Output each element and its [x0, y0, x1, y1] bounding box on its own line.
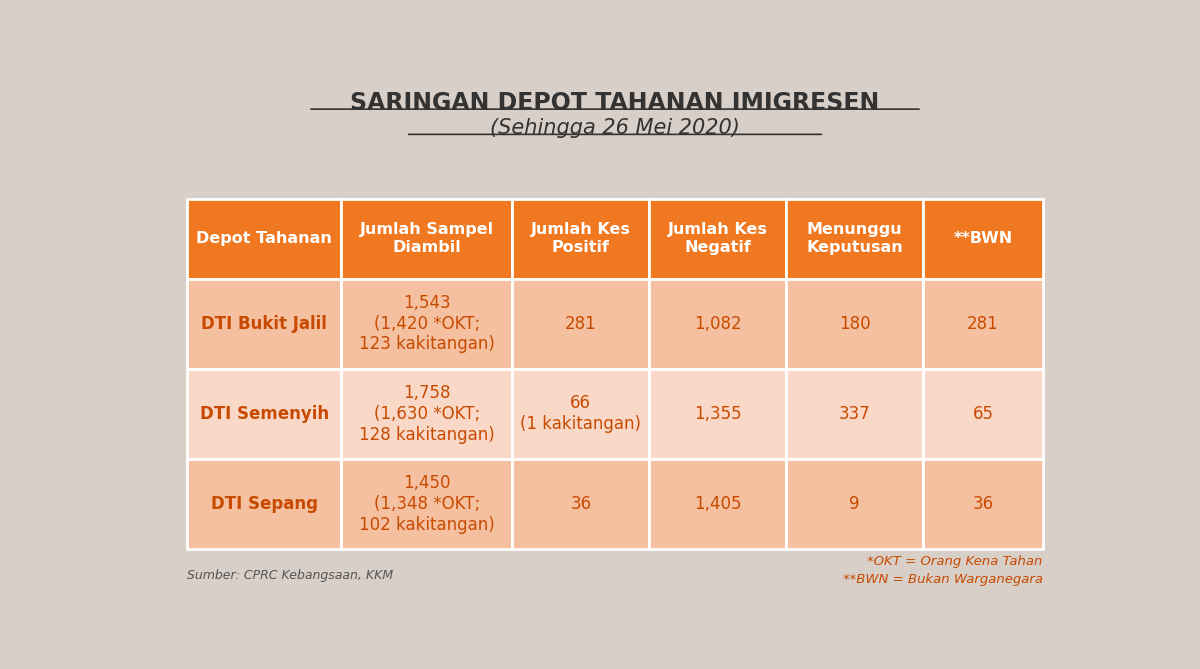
- FancyBboxPatch shape: [187, 369, 341, 459]
- FancyBboxPatch shape: [786, 278, 923, 369]
- Text: SARINGAN DEPOT TAHANAN IMIGRESEN: SARINGAN DEPOT TAHANAN IMIGRESEN: [350, 92, 880, 116]
- Text: 1,543
(1,420 *OKT;
123 kakitangan): 1,543 (1,420 *OKT; 123 kakitangan): [359, 294, 494, 353]
- FancyBboxPatch shape: [512, 278, 649, 369]
- Text: Sumber: CPRC Kebangsaan, KKM: Sumber: CPRC Kebangsaan, KKM: [187, 569, 394, 582]
- FancyBboxPatch shape: [187, 199, 341, 278]
- FancyBboxPatch shape: [341, 199, 512, 278]
- FancyBboxPatch shape: [187, 459, 341, 549]
- Text: 1,450
(1,348 *OKT;
102 kakitangan): 1,450 (1,348 *OKT; 102 kakitangan): [359, 474, 494, 534]
- Text: 1,082: 1,082: [694, 314, 742, 332]
- Text: 281: 281: [565, 314, 596, 332]
- Text: Depot Tahanan: Depot Tahanan: [197, 231, 332, 246]
- Text: Jumlah Kes
Positif: Jumlah Kes Positif: [530, 223, 631, 255]
- Text: 1,758
(1,630 *OKT;
128 kakitangan): 1,758 (1,630 *OKT; 128 kakitangan): [359, 384, 494, 444]
- Text: (Sehingga 26 Mei 2020): (Sehingga 26 Mei 2020): [490, 118, 740, 138]
- Text: **BWN = Bukan Warganegara: **BWN = Bukan Warganegara: [842, 573, 1043, 587]
- FancyBboxPatch shape: [786, 199, 923, 278]
- Text: DTI Bukit Jalil: DTI Bukit Jalil: [202, 314, 328, 332]
- Text: 65: 65: [972, 405, 994, 423]
- Text: DTI Semenyih: DTI Semenyih: [199, 405, 329, 423]
- FancyBboxPatch shape: [786, 459, 923, 549]
- Text: DTI Sepang: DTI Sepang: [211, 495, 318, 513]
- Text: 281: 281: [967, 314, 998, 332]
- FancyBboxPatch shape: [649, 199, 786, 278]
- FancyBboxPatch shape: [512, 459, 649, 549]
- FancyBboxPatch shape: [923, 459, 1043, 549]
- Text: 180: 180: [839, 314, 870, 332]
- Text: 1,405: 1,405: [694, 495, 742, 513]
- FancyBboxPatch shape: [923, 199, 1043, 278]
- Text: 36: 36: [570, 495, 592, 513]
- Text: 9: 9: [850, 495, 860, 513]
- FancyBboxPatch shape: [786, 369, 923, 459]
- Text: *OKT = Orang Kena Tahan: *OKT = Orang Kena Tahan: [868, 555, 1043, 569]
- FancyBboxPatch shape: [512, 199, 649, 278]
- FancyBboxPatch shape: [923, 369, 1043, 459]
- FancyBboxPatch shape: [923, 278, 1043, 369]
- FancyBboxPatch shape: [512, 369, 649, 459]
- Text: 66
(1 kakitangan): 66 (1 kakitangan): [521, 395, 641, 434]
- Text: Menunggu
Keputusan: Menunggu Keputusan: [806, 223, 902, 255]
- Text: 337: 337: [839, 405, 870, 423]
- Text: Jumlah Kes
Negatif: Jumlah Kes Negatif: [667, 223, 768, 255]
- FancyBboxPatch shape: [187, 278, 341, 369]
- Text: **BWN: **BWN: [953, 231, 1013, 246]
- FancyBboxPatch shape: [341, 369, 512, 459]
- FancyBboxPatch shape: [649, 459, 786, 549]
- Text: 1,355: 1,355: [694, 405, 742, 423]
- FancyBboxPatch shape: [341, 459, 512, 549]
- Text: Jumlah Sampel
Diambil: Jumlah Sampel Diambil: [360, 223, 494, 255]
- FancyBboxPatch shape: [649, 278, 786, 369]
- FancyBboxPatch shape: [341, 278, 512, 369]
- FancyBboxPatch shape: [649, 369, 786, 459]
- Text: 36: 36: [972, 495, 994, 513]
